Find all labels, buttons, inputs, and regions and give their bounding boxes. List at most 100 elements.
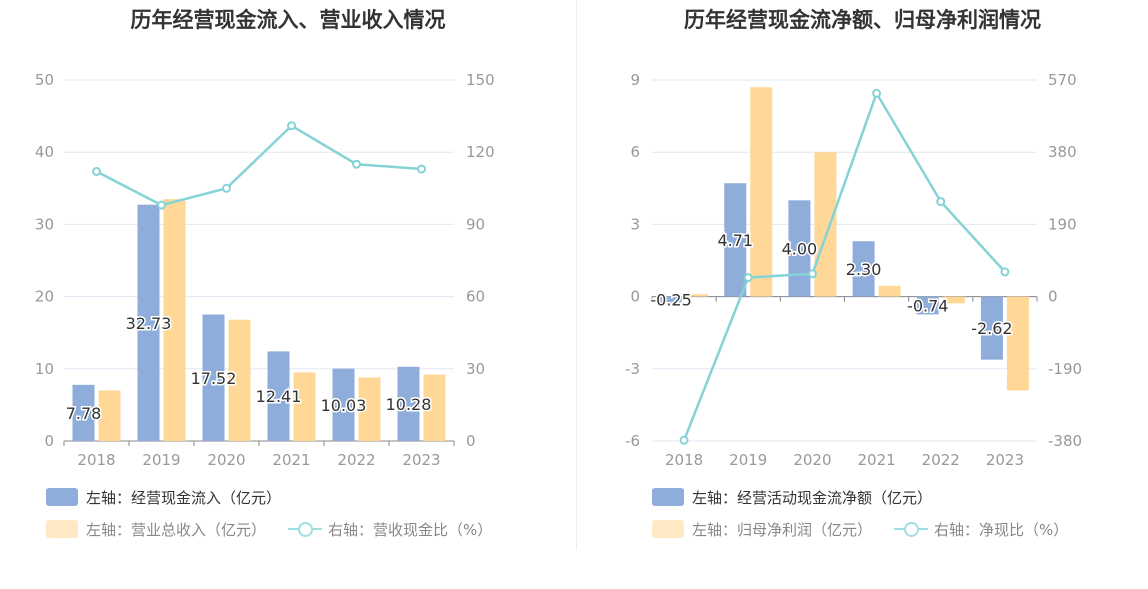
legend-swatch — [652, 488, 684, 506]
right-axis-tick-label: 60 — [466, 288, 485, 306]
legend-label: 左轴：归母净利润（亿元） — [692, 520, 873, 539]
x-axis-tick-label: 2020 — [207, 451, 245, 469]
chart-panel-cash-inflow: 历年经营现金流入、营业收入情况 0 0 10 30 20 60 30 90 40 120 50 150… — [35, 8, 495, 540]
legend-item[interactable]: 右轴：净现比（%） — [894, 519, 1068, 540]
legend-swatch — [652, 520, 684, 538]
bar-secondary — [98, 390, 121, 441]
bar-primary — [267, 351, 290, 441]
bar-secondary — [1006, 296, 1029, 391]
panel-divider — [576, 0, 577, 550]
right-axis-tick-label: 570 — [1048, 71, 1077, 89]
bar-data-label: -2.62 — [971, 319, 1012, 338]
bar-data-label: 2.30 — [846, 260, 882, 279]
right-axis-tick-label: 0 — [466, 432, 476, 450]
bar-data-label: -0.25 — [650, 291, 691, 310]
line-point — [157, 200, 166, 210]
x-axis-tick-label: 2021 — [272, 451, 310, 469]
bar-secondary — [942, 296, 965, 304]
right-axis-tick-label: 90 — [466, 215, 485, 233]
bar-secondary — [293, 372, 316, 441]
legend-line-icon — [288, 520, 323, 538]
bar-secondary — [686, 294, 709, 297]
left-axis-tick-label: 20 — [35, 288, 54, 306]
legend-label: 左轴：营业总收入（亿元） — [86, 520, 267, 539]
bar-secondary — [163, 199, 186, 441]
line-point — [417, 164, 426, 174]
bar-data-label: 4.00 — [782, 239, 818, 258]
bar-data-label: -0.74 — [907, 297, 948, 316]
x-axis-tick-label: 2020 — [793, 451, 831, 469]
bar-primary — [916, 296, 939, 315]
x-axis-tick-label: 2018 — [77, 451, 115, 469]
bar-data-label: 12.41 — [256, 387, 302, 406]
line-point — [287, 121, 296, 131]
bar-data-label: 17.52 — [191, 369, 237, 388]
line-point — [222, 183, 231, 193]
line-series — [682, 90, 1006, 441]
bar-data-label: 7.78 — [66, 404, 102, 423]
left-axis-tick-label: 9 — [630, 71, 640, 89]
chart-title: 历年经营现金流净额、归母净利润情况 — [684, 8, 1041, 32]
legend-label: 右轴：营收现金比（%） — [328, 520, 493, 539]
bar-secondary — [358, 377, 381, 441]
x-axis-tick-label: 2019 — [729, 451, 767, 469]
right-axis-tick-label: 30 — [466, 360, 485, 378]
line-point — [743, 273, 753, 283]
bar-secondary — [750, 87, 773, 297]
legend-row-1: 左轴：经营活动现金流净额（亿元） — [652, 485, 954, 509]
line-point — [1000, 267, 1010, 277]
bar-primary — [788, 200, 811, 297]
bar-data-label: 10.03 — [321, 396, 367, 415]
left-axis-tick-label: 3 — [630, 215, 640, 233]
left-axis-tick-label: -6 — [625, 432, 640, 450]
bar-data-label: 4.71 — [717, 231, 753, 250]
x-axis-tick-label: 2023 — [402, 451, 440, 469]
legend-item[interactable]: 左轴：营业总收入（亿元） — [46, 519, 266, 540]
bar-primary — [72, 384, 95, 441]
legend-item[interactable]: 左轴：经营活动现金流净额（亿元） — [652, 487, 932, 508]
legend-swatch — [46, 520, 78, 538]
legend-item[interactable]: 右轴：营收现金比（%） — [288, 519, 492, 540]
bar-secondary — [423, 374, 446, 441]
left-axis-tick-label: 50 — [35, 71, 54, 89]
bar-primary — [332, 368, 355, 441]
line-point — [872, 88, 882, 98]
x-axis-tick-label: 2022 — [922, 451, 960, 469]
right-axis-tick-label: -190 — [1048, 360, 1082, 378]
legend-row-2: 左轴：归母净利润（亿元） 右轴：净现比（%） — [652, 517, 1090, 541]
left-axis-tick-label: -3 — [625, 360, 640, 378]
right-axis-tick-label: 120 — [466, 143, 495, 161]
bar-secondary — [814, 152, 837, 297]
line-point — [352, 159, 361, 169]
legend-label: 左轴：经营活动现金流净额（亿元） — [692, 488, 933, 507]
line-point — [92, 166, 101, 176]
legend-label: 右轴：净现比（%） — [934, 520, 1069, 539]
left-axis-tick-label: 30 — [35, 215, 54, 233]
legend-item[interactable]: 左轴：归母净利润（亿元） — [652, 519, 872, 540]
bar-data-label: 10.28 — [386, 395, 432, 414]
left-axis-tick-label: 10 — [35, 360, 54, 378]
right-axis-tick-label: 190 — [1048, 215, 1077, 233]
x-axis-tick-label: 2022 — [337, 451, 375, 469]
line-point — [807, 269, 817, 279]
left-axis-tick-label: 0 — [44, 432, 54, 450]
bar-primary — [852, 241, 875, 297]
bar-primary — [660, 296, 683, 303]
right-axis-tick-label: 0 — [1048, 288, 1058, 306]
bar-data-label: 32.73 — [126, 314, 172, 333]
line-series — [95, 124, 422, 207]
chart-plot: 0 0 10 30 20 60 30 90 40 120 50 150 2018 2019 2020 2021… — [35, 71, 495, 469]
right-axis-tick-label: -380 — [1048, 432, 1082, 450]
legend-row-1: 左轴：经营现金流入（亿元） — [46, 485, 303, 509]
x-axis-tick-label: 2019 — [142, 451, 180, 469]
x-axis-tick-label: 2021 — [857, 451, 895, 469]
legend-item[interactable]: 左轴：经营现金流入（亿元） — [46, 487, 281, 508]
left-axis-tick-label: 40 — [35, 143, 54, 161]
left-axis-tick-label: 6 — [630, 143, 640, 161]
right-axis-tick-label: 150 — [466, 71, 495, 89]
legend-label: 左轴：经营现金流入（亿元） — [86, 488, 282, 507]
bar-primary — [397, 366, 420, 441]
x-axis-tick-label: 2023 — [986, 451, 1024, 469]
line-point — [936, 197, 946, 207]
